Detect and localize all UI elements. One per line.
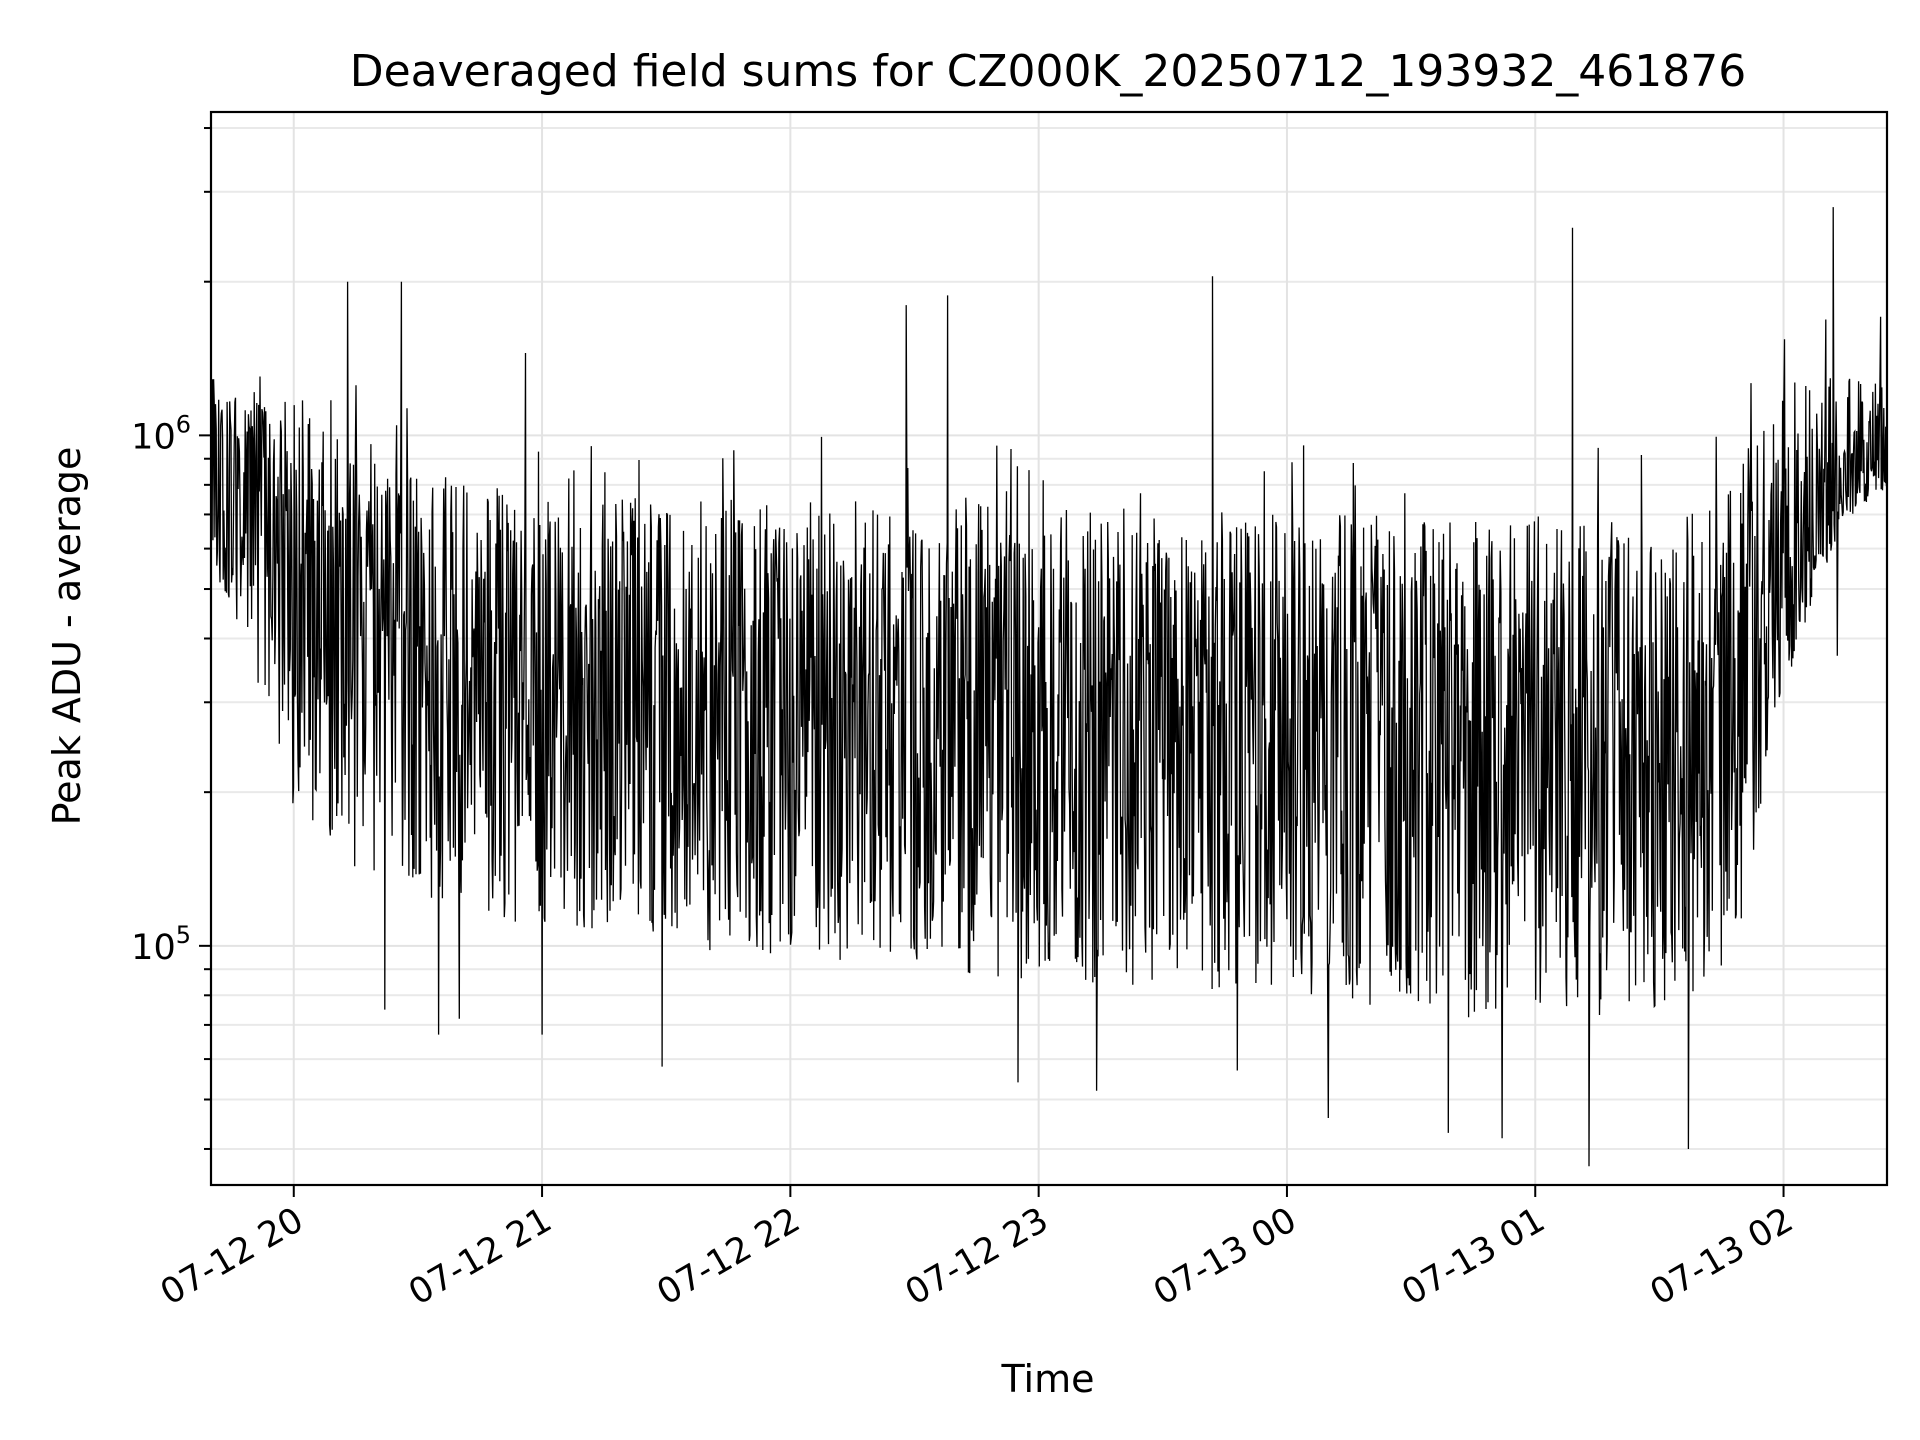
plot-frame xyxy=(209,110,1889,1187)
y-tick-label: 106 xyxy=(131,410,191,457)
chart-title: Deaveraged field sums for CZ000K_2025071… xyxy=(350,46,1747,97)
series-line xyxy=(210,207,1888,1167)
y-tick-label: 105 xyxy=(131,921,191,968)
x-axis-label: Time xyxy=(1001,1357,1095,1401)
y-axis: 105 106 xyxy=(131,127,211,1150)
y-axis-label: Peak ADU - average xyxy=(45,447,89,826)
